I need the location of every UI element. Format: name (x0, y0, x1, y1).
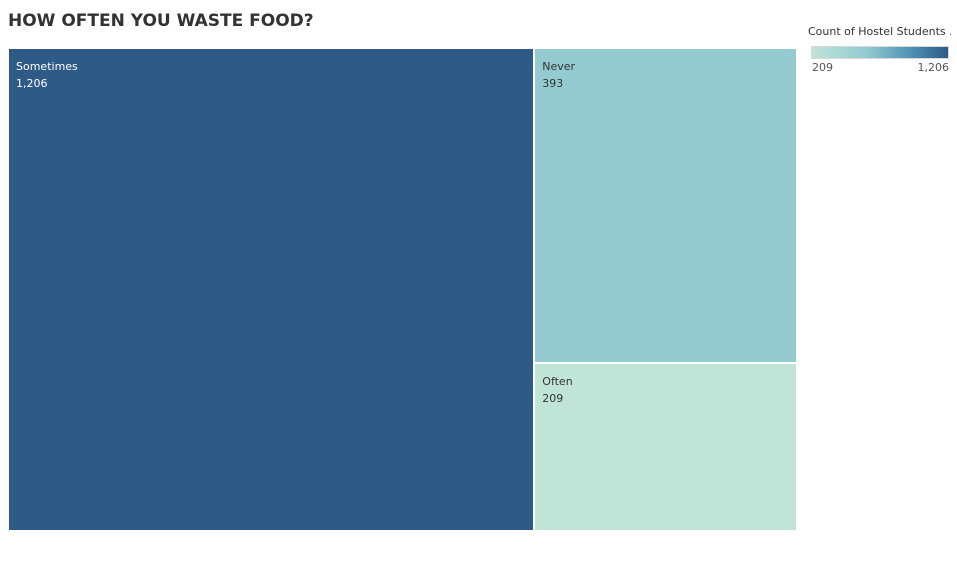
tile-category-label: Sometimes (16, 60, 78, 73)
treemap-tile-label: Often 209 (542, 373, 572, 407)
tile-value-label: 393 (542, 77, 564, 90)
treemap-tile-label: Never 393 (542, 58, 575, 92)
tile-category-label: Often (542, 375, 573, 389)
legend-gradient-bar (811, 46, 949, 59)
treemap-tile-sometimes[interactable]: Sometimes 1,206 (8, 48, 535, 531)
treemap-tile-label: Sometimes 1,206 (16, 58, 78, 92)
tile-category-label: Never (542, 60, 576, 73)
legend-min-label: 209 (812, 61, 833, 74)
treemap-tile-often[interactable]: Often 209 (534, 363, 797, 531)
legend-ticks: 209 1,206 (811, 61, 949, 75)
tile-value-label: 1,206 (16, 77, 48, 90)
legend-max-label: 1,206 (917, 61, 950, 74)
legend-title: Count of Hostel Students ... (808, 25, 951, 38)
treemap-tile-never[interactable]: Never 393 (534, 48, 797, 364)
tile-value-label: 209 (542, 392, 564, 406)
color-legend: Count of Hostel Students ... 209 1,206 (808, 25, 951, 75)
chart-title: HOW OFTEN YOU WASTE FOOD? (8, 11, 314, 31)
treemap: Sometimes 1,206 Never 393 Often 209 (8, 48, 797, 531)
